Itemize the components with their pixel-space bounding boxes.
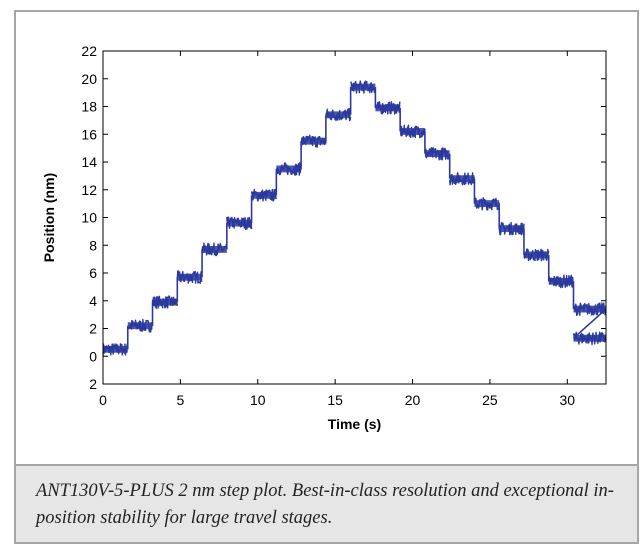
y-tick-label: 14 xyxy=(81,154,97,170)
plot-area-frame xyxy=(102,50,607,385)
x-tick-label: 15 xyxy=(327,392,343,408)
step-band xyxy=(350,83,376,91)
step-transition xyxy=(572,308,607,339)
step-band xyxy=(400,128,425,135)
step-band xyxy=(152,298,178,306)
step-segment xyxy=(572,302,607,339)
x-axis-title: Time (s) xyxy=(328,416,381,432)
figure-caption: ANT130V-5-PLUS 2 nm step plot. Best-in-c… xyxy=(16,464,637,542)
step-segment xyxy=(151,277,179,310)
step-band xyxy=(325,111,351,119)
step-segment xyxy=(374,101,401,132)
y-tick-label: 2 xyxy=(89,376,97,392)
x-tick-label: 10 xyxy=(250,392,266,408)
step-segment xyxy=(176,249,203,284)
step-band xyxy=(251,191,277,199)
step-band xyxy=(202,245,227,253)
step-band xyxy=(523,251,549,259)
step-segment xyxy=(325,87,352,122)
step-band xyxy=(499,225,524,233)
step-segment xyxy=(473,197,501,229)
step-segment xyxy=(201,223,228,257)
step-band xyxy=(573,334,606,342)
step-trace xyxy=(399,124,426,139)
y-tick-label: 4 xyxy=(89,293,97,309)
x-tick-label: 25 xyxy=(482,392,498,408)
step-band xyxy=(127,322,153,330)
caption-text: ANT130V-5-PLUS 2 nm step plot. Best-in-c… xyxy=(36,481,614,528)
x-tick-label: 0 xyxy=(99,392,107,408)
step-band xyxy=(424,150,450,158)
step-trace xyxy=(473,197,500,211)
step-band xyxy=(449,175,475,183)
y-tick-label: 16 xyxy=(81,126,97,142)
step-band xyxy=(548,277,574,285)
x-tick-label: 5 xyxy=(176,392,184,408)
step-segment xyxy=(498,221,525,255)
y-axis-title: Position (nm) xyxy=(41,173,57,262)
step-segment xyxy=(102,325,129,356)
x-tick-label: 20 xyxy=(405,392,421,408)
x-tick-label: 30 xyxy=(560,392,576,408)
step-band xyxy=(177,273,203,281)
step-segment xyxy=(448,172,476,204)
y-tick-label: 18 xyxy=(81,99,97,115)
step-band xyxy=(301,137,326,145)
y-tick-label: 22 xyxy=(81,43,97,59)
data-layer xyxy=(102,80,607,356)
step-segment xyxy=(127,302,154,333)
step-band xyxy=(226,219,252,227)
step-segment xyxy=(424,147,451,179)
step-band xyxy=(276,165,302,173)
step-segment xyxy=(523,248,550,282)
y-tick-label: 0 xyxy=(89,348,97,364)
step-segment xyxy=(275,141,302,176)
y-tick-label: 6 xyxy=(89,265,97,281)
step-band xyxy=(474,200,500,208)
y-tick-label: 2 xyxy=(89,321,97,337)
step-band xyxy=(103,345,128,353)
step-segment xyxy=(572,331,607,346)
y-tick-label: 20 xyxy=(81,71,97,87)
step-segment xyxy=(350,80,377,108)
y-tick-label: 10 xyxy=(81,210,97,226)
step-segment xyxy=(226,195,253,230)
step-band xyxy=(573,305,606,313)
y-tick-label: 8 xyxy=(89,237,97,253)
y-tick-label: 12 xyxy=(81,182,97,198)
step-segment xyxy=(548,274,575,310)
step-segment xyxy=(250,168,278,202)
step-segment xyxy=(300,114,327,148)
step-band xyxy=(375,104,401,112)
figure-frame: 0 5 10 15 20 25 30 2 0 2 4 6 8 10 12 14 16 18 20 22 Time (s… xyxy=(14,10,639,544)
step-segment xyxy=(399,124,426,154)
